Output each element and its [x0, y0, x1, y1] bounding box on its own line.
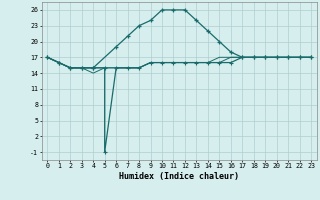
X-axis label: Humidex (Indice chaleur): Humidex (Indice chaleur): [119, 172, 239, 181]
